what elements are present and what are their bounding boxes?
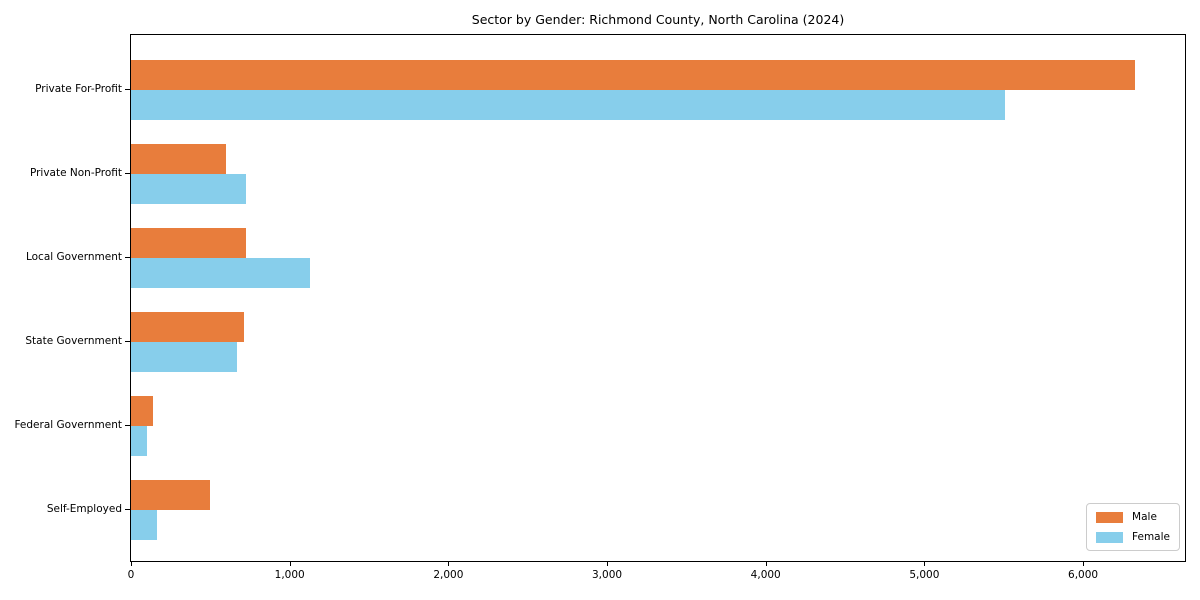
y-tick-state-government (125, 341, 130, 342)
x-tick-5000 (924, 562, 926, 566)
y-tick-federal-government (125, 425, 130, 426)
legend-entry-male: Male (1096, 511, 1170, 523)
legend-label-female: Female (1132, 531, 1170, 543)
x-axis-label-4000: 4,000 (750, 569, 781, 581)
bar-female-private-non-profit (131, 173, 247, 204)
plot-area: 0 1,000 2,000 3,000 4,000 5,000 6,000 Male Fem… (125, 34, 1186, 581)
legend-swatch-1 (1096, 531, 1124, 543)
x-axis-label-1000: 1,000 (274, 569, 305, 581)
bar-female-state-government (131, 341, 238, 372)
y-axis-label-local-government: Local Government (25, 250, 122, 263)
x-axis-label-3000: 3,000 (592, 569, 623, 581)
bar-male-self-employed (131, 479, 211, 510)
y-tick-private-non-profit (125, 173, 130, 174)
bar-male-state-government (131, 311, 244, 342)
x-axis-label-2000: 2,000 (433, 569, 464, 581)
bar-female-local-government (131, 257, 311, 288)
x-tick-2000 (448, 562, 450, 566)
y-axis-label-private-non-profit: Private Non-Profit (29, 166, 122, 179)
y-axis-label-private-for-profit: Private For-Profit (35, 82, 122, 95)
y-tick-local-government (125, 257, 130, 258)
y-axis-label-self-employed: Self-Employed (46, 502, 122, 515)
y-tick-self-employed (125, 509, 130, 510)
y-axis-label-federal-government: Federal Government (14, 418, 122, 431)
legend-entry-female: Female (1096, 531, 1170, 543)
x-axis-label-0: 0 (127, 569, 135, 581)
bar-male-private-for-profit (131, 59, 1136, 90)
x-tick-4000 (765, 562, 767, 566)
y-tick-private-for-profit (125, 89, 130, 90)
y-axis-labels: Private For-Profit Private Non-Profit Loca… (0, 34, 122, 562)
x-axis-layer: 0 1,000 2,000 3,000 4,000 5,000 6,000 (128, 562, 1187, 592)
bar-female-self-employed (131, 509, 158, 540)
x-axis-label-5000: 5,000 (909, 569, 940, 581)
bar-female-federal-government (131, 425, 147, 456)
bar-male-local-government (131, 227, 247, 258)
x-tick-1000 (289, 562, 291, 566)
x-tick-3000 (607, 562, 609, 566)
legend-swatch-0 (1096, 511, 1124, 523)
x-tick-6000 (1083, 562, 1085, 566)
x-tick-0 (131, 562, 132, 566)
bar-male-private-non-profit (131, 143, 227, 174)
bar-male-federal-government (131, 395, 154, 426)
chart-title: Sector by Gender: Richmond County, North… (471, 12, 845, 27)
legend: Male Female (1086, 503, 1180, 551)
bar-female-private-for-profit (131, 89, 1006, 120)
legend-label-male: Male (1132, 511, 1157, 523)
x-axis-label-6000: 6,000 (1068, 569, 1099, 581)
y-axis-label-state-government: State Government (25, 334, 122, 347)
